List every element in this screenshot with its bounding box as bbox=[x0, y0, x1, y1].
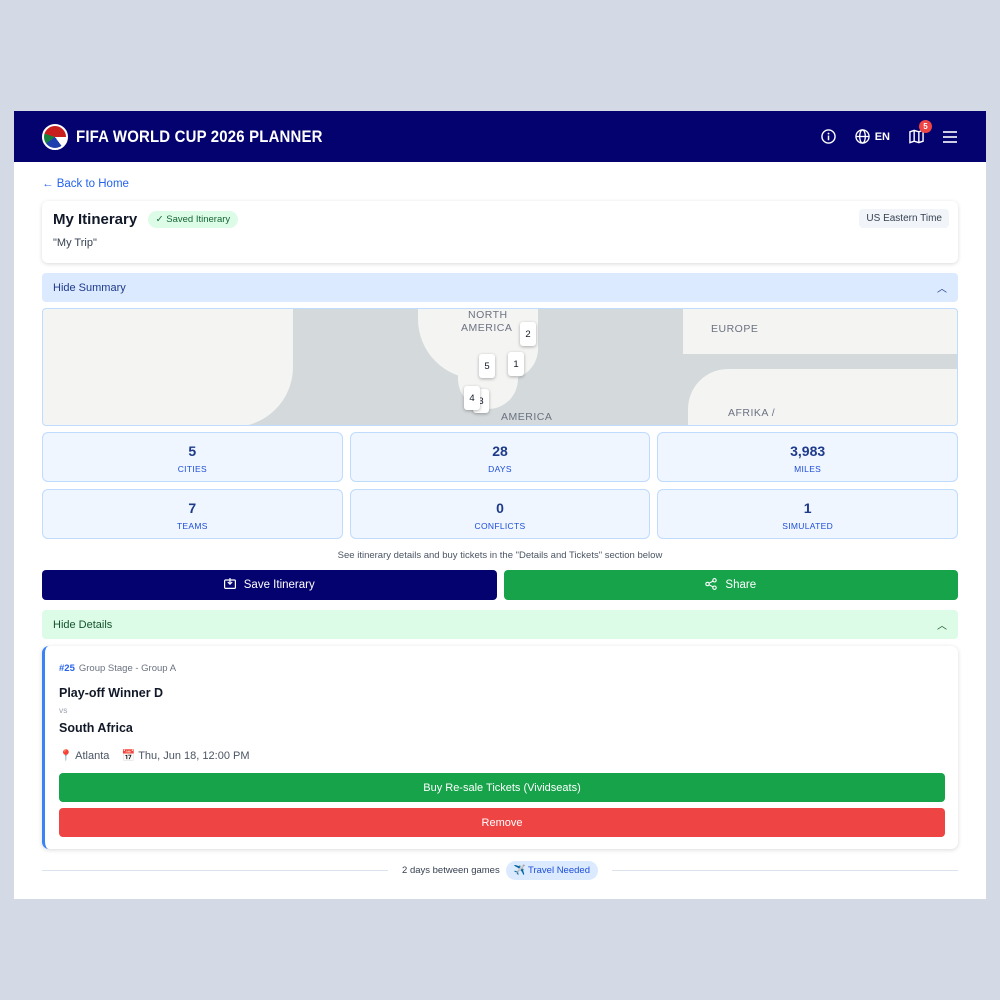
saved-badge: ✓ Saved Itinerary bbox=[147, 211, 239, 228]
match-card: #25 Group Stage - Group A Play-off Winner… bbox=[42, 646, 958, 849]
location-pin-icon: 📍 bbox=[59, 750, 73, 762]
map-pin-2[interactable]: 2 bbox=[520, 322, 536, 346]
map-badge: 5 bbox=[919, 119, 932, 133]
stat-days: 28 DAYS bbox=[349, 432, 651, 482]
trip-name: "My Trip" bbox=[53, 237, 97, 249]
map-pin-5[interactable]: 5 bbox=[479, 354, 495, 378]
app-window: FIFA WORLD CUP 2026 PLANNER EN 5 ← Back … bbox=[14, 111, 986, 899]
page-title: My Itinerary bbox=[53, 211, 138, 228]
stat-conflicts: 0 CONFLICTS bbox=[349, 489, 651, 539]
share-icon bbox=[705, 577, 718, 593]
menu-icon[interactable] bbox=[942, 129, 958, 145]
globe-icon bbox=[855, 129, 871, 145]
match-city: Atlanta bbox=[75, 750, 110, 762]
hide-details-label: Hide Details bbox=[53, 618, 113, 631]
timezone-badge[interactable]: US Eastern Time bbox=[859, 209, 949, 228]
itinerary-header-card: My Itinerary ✓ Saved Itinerary "My Trip"… bbox=[42, 201, 958, 263]
team-away: South Africa bbox=[59, 721, 133, 735]
map-label-america: AMERICA bbox=[461, 322, 513, 334]
map-icon[interactable]: 5 bbox=[908, 119, 932, 145]
travel-gap: 2 days between games ✈️ Travel Needed bbox=[42, 861, 958, 880]
info-icon[interactable] bbox=[821, 129, 837, 145]
hide-details-toggle[interactable]: Hide Details ︿ bbox=[42, 610, 958, 639]
details-note: See itinerary details and buy tickets in… bbox=[337, 550, 663, 561]
match-stage: Group Stage - Group A bbox=[78, 663, 177, 674]
share-label: Share bbox=[725, 579, 757, 591]
logo-icon[interactable] bbox=[42, 123, 68, 150]
save-itinerary-button[interactable]: Save Itinerary bbox=[42, 570, 497, 600]
vs-label: vs bbox=[59, 705, 68, 715]
stat-cities: 5 CITIES bbox=[42, 432, 343, 482]
stat-simulated: 1 SIMULATED bbox=[657, 489, 958, 539]
team-home: Play-off Winner D bbox=[59, 686, 164, 700]
gap-text: 2 days between games bbox=[402, 865, 500, 876]
save-label: Save Itinerary bbox=[243, 579, 315, 591]
match-number: #25 bbox=[59, 663, 75, 674]
itinerary-map[interactable]: NORTH AMERICA EUROPE AFRIKA / AMERICA 1 … bbox=[42, 308, 958, 426]
travel-needed-badge: ✈️ Travel Needed bbox=[505, 861, 598, 880]
app-title[interactable]: FIFA WORLD CUP 2026 PLANNER bbox=[76, 126, 323, 146]
match-datetime: Thu, Jun 18, 12:00 PM bbox=[138, 750, 250, 762]
top-nav: FIFA WORLD CUP 2026 PLANNER EN 5 bbox=[14, 111, 986, 162]
map-pin-4[interactable]: 4 bbox=[464, 386, 480, 410]
back-to-home-link[interactable]: ← Back to Home bbox=[42, 178, 129, 190]
summary-stats: 5 CITIES 28 DAYS 3,983 MILES 7 TEAMS 0 CONFLI… bbox=[42, 432, 958, 539]
language-label: EN bbox=[874, 130, 890, 143]
calendar-icon: 📅 bbox=[121, 750, 136, 762]
language-selector[interactable]: EN bbox=[855, 129, 890, 145]
buy-tickets-button[interactable]: Buy Re-sale Tickets (Vividseats) bbox=[59, 773, 945, 802]
stat-teams: 7 TEAMS bbox=[42, 489, 343, 539]
map-label-afrika: AFRIKA / bbox=[728, 407, 776, 419]
chevron-up-icon: ︿ bbox=[937, 284, 947, 295]
share-button[interactable]: Share bbox=[503, 570, 958, 600]
map-label-north: NORTH bbox=[468, 309, 508, 321]
hide-summary-label: Hide Summary bbox=[53, 281, 126, 294]
map-label-south-america: AMERICA bbox=[501, 411, 553, 423]
hide-summary-toggle[interactable]: Hide Summary ︿ bbox=[42, 273, 958, 302]
save-icon bbox=[223, 578, 236, 592]
map-label-europe: EUROPE bbox=[711, 323, 759, 335]
remove-button[interactable]: Remove bbox=[59, 808, 945, 837]
map-pin-1[interactable]: 1 bbox=[508, 352, 524, 376]
chevron-up-icon: ︿ bbox=[937, 621, 947, 632]
stat-miles: 3,983 MILES bbox=[657, 432, 958, 482]
